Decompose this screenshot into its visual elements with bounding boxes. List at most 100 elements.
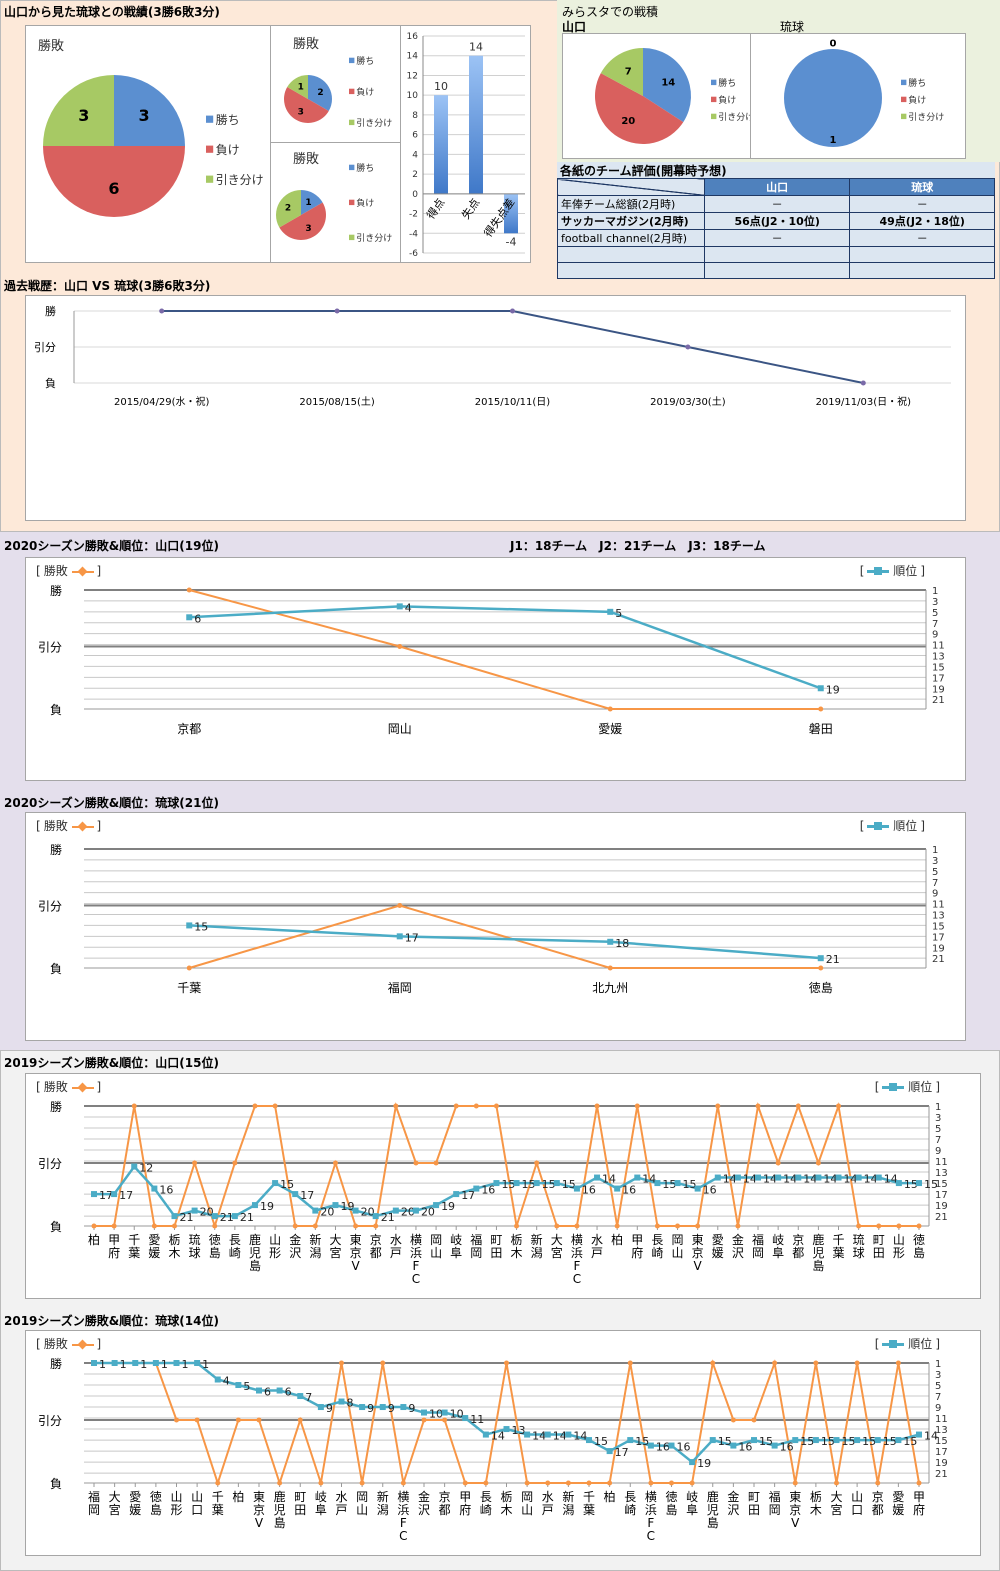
x-tick-char: 田 (490, 1246, 502, 1260)
diamond-marker-icon (71, 821, 94, 831)
rank-point (668, 1442, 675, 1449)
x-tick-label: 愛媛 (129, 1490, 141, 1517)
rank-data-label: 15 (821, 1435, 835, 1448)
rank-point (817, 685, 824, 692)
rank-point (714, 1174, 721, 1181)
pie-title: 勝敗 (293, 37, 319, 52)
legend-label: 勝ち (356, 55, 374, 67)
rank-data-label: 14 (723, 1173, 737, 1186)
x-tick-label: 京都 (370, 1233, 382, 1260)
result-point (194, 1417, 200, 1423)
diamond-marker-icon (71, 566, 94, 576)
result-point (836, 1103, 842, 1109)
x-tick-char: 長 (480, 1490, 492, 1504)
x-tick-char: 島 (707, 1515, 719, 1530)
result-point (192, 1160, 198, 1166)
x-tick-char: 甲 (459, 1490, 471, 1504)
rank-data-label: 15 (924, 1178, 938, 1191)
legend-marker (206, 115, 214, 123)
x-tick-label: 金沢 (418, 1489, 430, 1517)
rank-point (689, 1459, 696, 1466)
legend-label: 引き分け (908, 112, 944, 123)
x-tick-label: 千葉 (583, 1490, 595, 1517)
rank-point (111, 1360, 118, 1366)
result-point (818, 706, 824, 712)
x-tick-char: 京 (370, 1233, 382, 1247)
rank-legend: 順位 (875, 1335, 940, 1352)
x-tick-char: 島 (665, 1502, 677, 1517)
x-tick-char: F (400, 1516, 407, 1530)
x-tick-char: 福 (470, 1232, 482, 1247)
result-point (312, 1223, 318, 1229)
x-tick-label: 京都 (792, 1233, 804, 1260)
x-tick-char: 児 (812, 1246, 824, 1260)
x-tick-char: 愛 (148, 1233, 160, 1247)
rank-tick-label: 3 (932, 856, 938, 867)
x-tick-label: 岐阜 (450, 1233, 462, 1260)
rank-point (755, 1174, 762, 1181)
x-tick-char: 山 (521, 1503, 533, 1517)
rank-data-label: 19 (340, 1200, 354, 1213)
legend-label: 勝敗 (43, 1080, 68, 1094)
rank-legend: 順位 (875, 1078, 940, 1095)
rank-data-label: 1 (120, 1358, 127, 1371)
x-tick-label: 琉球 (853, 1233, 865, 1260)
result-point (359, 1480, 365, 1486)
y-tick-label: 12 (407, 71, 418, 81)
rank-data-label: 4 (223, 1375, 230, 1388)
legend-label: 順位 (893, 564, 918, 578)
y-tick-label: 勝 (50, 1356, 62, 1371)
rank-point (173, 1360, 180, 1366)
result-point (473, 1103, 479, 1109)
x-tick-label: 福岡 (388, 980, 412, 995)
result-point (413, 1160, 419, 1166)
x-tick-char: 葉 (583, 1503, 595, 1517)
result-point (695, 1223, 701, 1229)
x-tick-label: 福岡 (769, 1489, 781, 1517)
rank-data-label: 16 (677, 1441, 691, 1454)
pie-data-label: 6 (108, 179, 119, 198)
result-point (574, 1223, 580, 1229)
rank-data-label: 15 (903, 1435, 917, 1448)
legend-label: 負け (718, 94, 736, 106)
x-tick-char: 戸 (390, 1246, 402, 1260)
x-tick-char: 岐 (315, 1490, 327, 1504)
rank-data-label: 15 (280, 1178, 294, 1191)
rank-point (874, 1437, 881, 1444)
x-tick-label: 甲府 (631, 1233, 643, 1260)
result-point (514, 1223, 520, 1229)
rank-tick-label: 11 (935, 1157, 948, 1168)
row-label: 年俸チーム総額(2月時) (557, 195, 705, 213)
table-row (557, 262, 995, 279)
table-row: サッカーマガジン(2月時) 56点(J2・10位) 49点(J2・18位) (557, 212, 995, 230)
result-point (332, 1160, 338, 1166)
x-tick-char: 柏 (88, 1232, 100, 1247)
rank-tick-label: 21 (935, 1212, 948, 1223)
result-point (795, 1103, 801, 1109)
x-tick-char: 町 (873, 1233, 885, 1247)
rank-point (895, 1180, 902, 1187)
rank-point (634, 1174, 641, 1181)
x-tick-char: 横 (571, 1233, 583, 1247)
result-point (565, 1480, 571, 1486)
result-point (453, 1103, 459, 1109)
x-tick-label: 徳島 (809, 980, 833, 995)
rank-point (421, 1409, 427, 1416)
cell (703, 246, 851, 263)
x-tick-char: 潟 (377, 1503, 389, 1517)
legend-label: 負け (908, 94, 926, 106)
result-point (554, 1223, 560, 1229)
result-point (483, 1480, 489, 1486)
pie-slice (643, 48, 691, 123)
rank-tick-label: 17 (935, 1447, 948, 1458)
rank-point (751, 1437, 757, 1444)
rank-tick-label: 11 (932, 900, 945, 911)
result-point (594, 1103, 600, 1109)
x-tick-label: 横浜 F C (645, 1490, 657, 1543)
ryukyu-2019-chart: 13579111315171921勝引分負1福岡1大宮1愛媛1徳島1山形1山口4… (38, 1356, 948, 1543)
rank-data-label: 21 (179, 1211, 193, 1224)
x-tick-char: 金 (727, 1489, 739, 1504)
